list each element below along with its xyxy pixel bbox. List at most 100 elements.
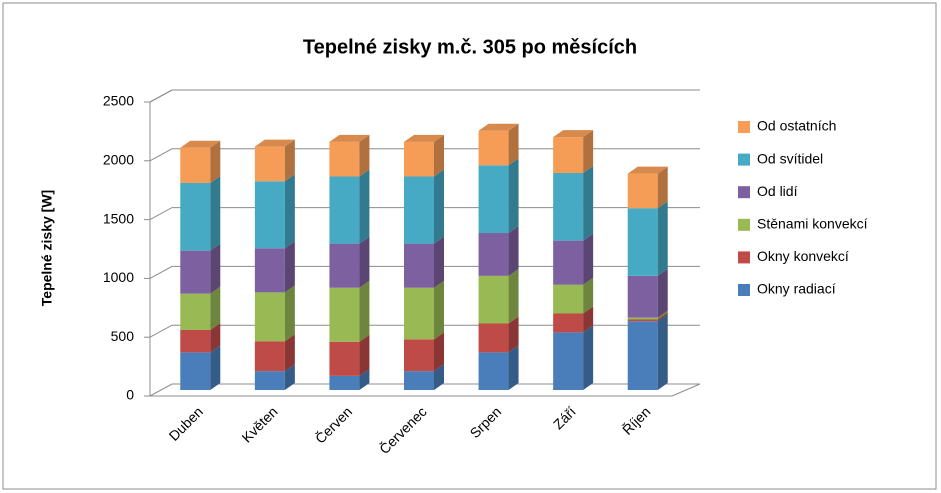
bar-face <box>583 166 594 241</box>
bar-segment <box>478 226 519 276</box>
bar-face <box>404 339 434 372</box>
bar-face <box>434 169 444 244</box>
legend-label: Stěnami konvekcí <box>757 216 868 232</box>
bar-face <box>180 293 211 331</box>
bar-face <box>657 312 668 322</box>
bar-segment <box>553 233 594 285</box>
bar-segment <box>404 364 444 390</box>
bar-face <box>553 240 584 285</box>
bar-face <box>478 352 509 390</box>
grid-line <box>149 383 700 397</box>
bar-segment <box>254 285 295 342</box>
bar-face <box>359 134 370 177</box>
bar-face <box>508 226 519 276</box>
bar-face <box>284 174 295 249</box>
bar-segment <box>478 158 519 234</box>
legend-label: Od ostatních <box>757 118 836 134</box>
legend-label: Od svítidel <box>757 150 823 166</box>
y-tick-label: 1000 <box>103 269 134 285</box>
bar-face <box>359 368 370 390</box>
bar-face <box>404 371 434 390</box>
y-axis-label: Tepelné zisky [W] <box>39 190 55 306</box>
bar-face <box>627 275 658 318</box>
bar-face <box>627 166 668 174</box>
chart-title: Tepelné zisky m.č. 305 po měsících <box>303 36 637 58</box>
bar-segment <box>478 123 519 166</box>
bar-segment <box>180 323 221 353</box>
bar-face <box>404 141 434 177</box>
bar-segment <box>478 345 519 390</box>
bar-segment <box>404 169 444 244</box>
y-tick-label: 1500 <box>103 210 134 226</box>
legend-swatch <box>738 284 750 296</box>
bar-face <box>657 201 668 276</box>
grid-line <box>149 148 700 162</box>
bar-segment <box>329 169 370 244</box>
bar-face <box>434 332 444 372</box>
bar-face <box>657 268 668 318</box>
bar-segment <box>329 134 370 177</box>
bar-segment <box>553 166 594 241</box>
bar-face <box>210 345 221 390</box>
bar-face <box>254 292 285 342</box>
bar-face <box>329 287 360 342</box>
bar-segment <box>404 280 444 340</box>
bar-face <box>284 334 295 372</box>
bar-face <box>553 313 584 333</box>
bar-segment <box>404 332 444 372</box>
bar-face <box>627 208 658 276</box>
bar-face <box>553 137 584 174</box>
bar-face <box>553 130 594 138</box>
bar-segment <box>254 241 295 293</box>
bar-segment <box>553 130 594 174</box>
bar-face <box>478 323 509 353</box>
bar-face <box>359 334 370 376</box>
bar-face <box>508 345 519 390</box>
bar-face <box>627 173 658 209</box>
bar-segment <box>627 314 668 390</box>
bar-segment <box>627 201 668 276</box>
bar-segment <box>627 312 668 322</box>
bar-face <box>359 280 370 342</box>
legend-label: Od lidí <box>757 183 798 199</box>
bar-face <box>284 139 295 182</box>
bar-face <box>284 285 295 342</box>
bar-face <box>434 236 444 288</box>
bar-face <box>404 243 434 288</box>
grid-line <box>149 324 700 338</box>
floor <box>150 383 701 397</box>
bar-segment <box>254 139 295 182</box>
bar-face <box>404 287 434 340</box>
bar-face <box>329 134 370 142</box>
bar-face <box>254 139 295 147</box>
bar-face <box>627 321 658 390</box>
bar-segment <box>329 280 370 342</box>
bar-segment <box>180 243 221 294</box>
bar-face <box>180 250 211 294</box>
bar-face <box>657 314 668 390</box>
legend-swatch <box>738 186 750 199</box>
bar-face <box>478 130 509 166</box>
grid-line <box>149 265 700 279</box>
legend-swatch <box>738 218 750 231</box>
bar-face <box>284 364 295 390</box>
bar-face <box>180 147 211 184</box>
bar-segment <box>627 166 668 209</box>
bar-segment <box>553 306 594 333</box>
y-tick-label: 2000 <box>103 152 134 168</box>
grid-line <box>149 89 700 103</box>
bar-segment <box>627 310 668 320</box>
bar-face <box>583 130 594 174</box>
bar-segment <box>180 176 221 251</box>
y-tick-label: 0 <box>126 387 134 403</box>
bar-face <box>404 134 444 142</box>
bar-face <box>508 123 519 166</box>
bar-face <box>210 243 221 294</box>
bar-segment <box>478 316 519 353</box>
bar-face <box>478 233 509 276</box>
bar-face <box>210 286 221 331</box>
bar-face <box>434 134 444 177</box>
bar-face <box>657 310 668 320</box>
